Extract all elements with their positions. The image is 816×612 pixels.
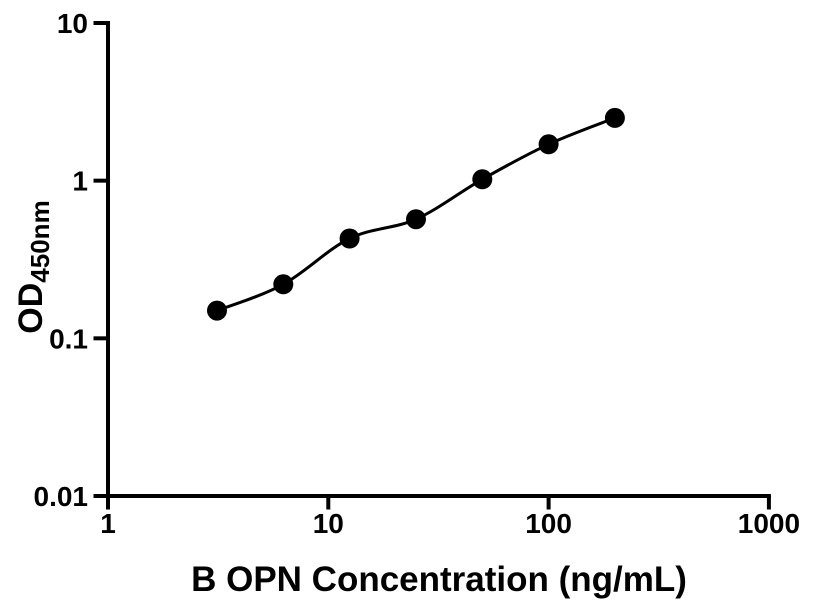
data-point — [339, 228, 360, 249]
y-tick-label: 0.1 — [49, 323, 88, 354]
data-point — [472, 169, 493, 190]
data-point — [273, 274, 294, 295]
y-tick-label: 10 — [57, 8, 88, 39]
y-axis-title-main: OD — [12, 282, 50, 334]
y-axis-title-subscript: 450nm — [25, 200, 55, 283]
x-tick-label: 10 — [313, 508, 344, 539]
y-tick-label: 0.01 — [34, 481, 89, 512]
y-axis-title: OD450nm — [12, 200, 56, 333]
x-axis-title: B OPN Concentration (ng/mL) — [191, 560, 687, 599]
y-tick-label: 1 — [72, 166, 88, 197]
data-point — [604, 107, 625, 128]
x-tick-label: 100 — [525, 508, 572, 539]
data-point — [207, 300, 227, 321]
x-tick-label: 1000 — [738, 508, 800, 539]
data-point — [406, 209, 426, 230]
data-point — [538, 134, 559, 155]
x-tick-label: 1 — [100, 508, 116, 539]
